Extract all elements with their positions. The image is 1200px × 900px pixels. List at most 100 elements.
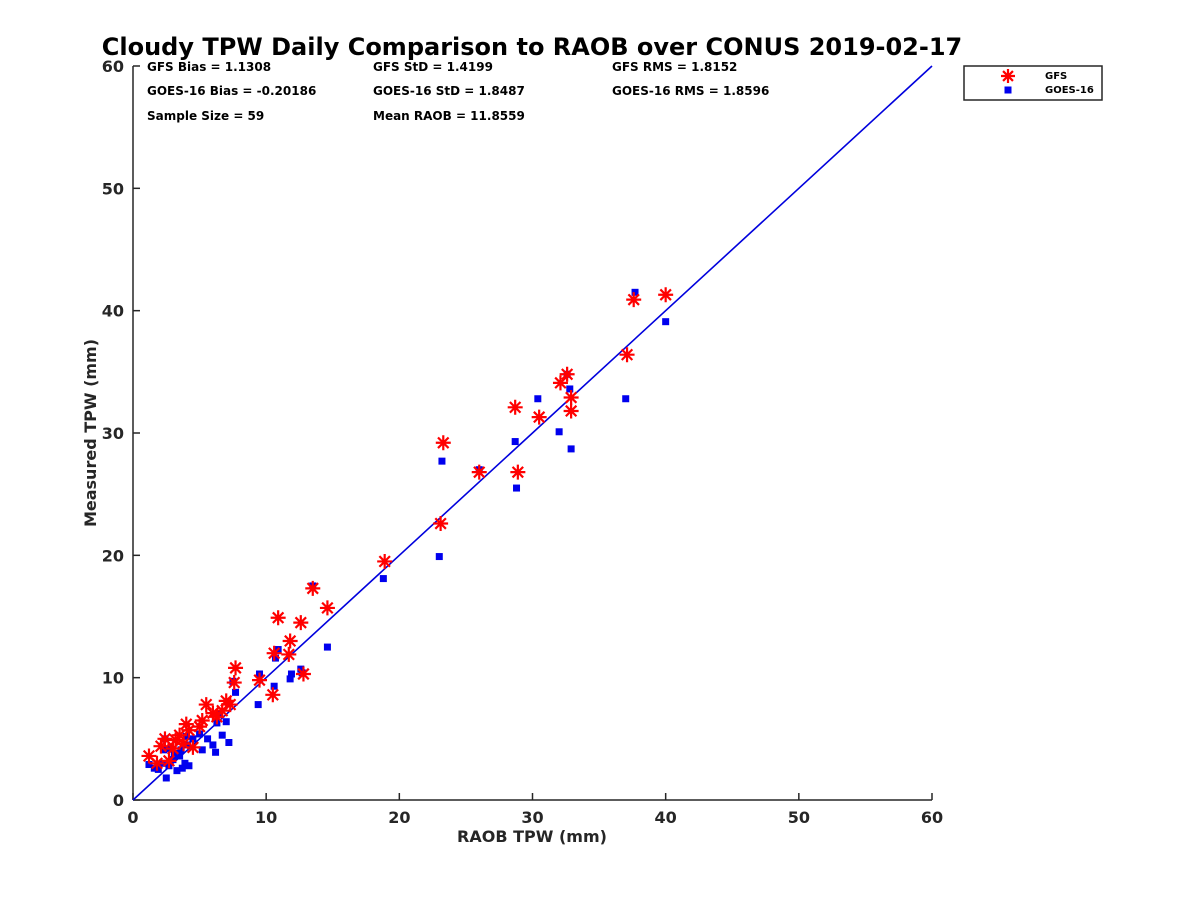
goes16-point xyxy=(438,457,446,465)
goes16-point xyxy=(631,288,639,296)
goes16-point xyxy=(511,438,519,446)
legend-goes-marker xyxy=(1004,86,1012,94)
gfs-point xyxy=(507,399,523,415)
gfs-point xyxy=(293,615,309,631)
legend-gfs-label: GFS xyxy=(1045,71,1067,82)
legend-box xyxy=(963,65,1103,101)
legend: GFS GOES-16 xyxy=(963,65,1103,101)
gfs-point xyxy=(626,292,642,308)
gfs-point xyxy=(433,516,449,532)
goes16-point xyxy=(145,761,153,769)
goes16-point xyxy=(185,762,193,770)
stat-gfs-rms: GFS RMS = 1.8152 xyxy=(612,60,737,74)
goes16-point xyxy=(323,643,331,651)
gfs-point xyxy=(214,703,230,719)
gfs-point xyxy=(226,675,242,691)
one-to-one-line xyxy=(132,65,933,801)
gfs-point xyxy=(252,672,268,688)
y-tick-label: 50 xyxy=(102,179,124,198)
legend-goes-square xyxy=(1004,86,1012,94)
goes16-point xyxy=(209,741,217,749)
goes16-point xyxy=(232,688,240,696)
gfs-point xyxy=(619,347,635,363)
gfs-point xyxy=(194,712,210,728)
plot-area: 0 10 20 30 40 50 60 0 10 20 30 40 50 60 xyxy=(102,57,943,827)
goes16-point xyxy=(218,731,226,739)
stat-mean-raob: Mean RAOB = 11.8559 xyxy=(373,109,525,123)
chart-title: Cloudy TPW Daily Comparison to RAOB over… xyxy=(102,33,962,61)
y-tick-label: 40 xyxy=(102,302,124,321)
gfs-point xyxy=(295,666,311,682)
goes16-point xyxy=(212,748,220,756)
stat-sample-size: Sample Size = 59 xyxy=(147,109,264,123)
goes16-point xyxy=(173,767,181,775)
y-axis-label: Measured TPW (mm) xyxy=(81,339,100,527)
gfs-point xyxy=(141,748,157,764)
goes16-point xyxy=(154,765,162,773)
x-tick-label: 0 xyxy=(127,808,138,827)
gfs-point xyxy=(281,646,297,662)
goes16-point xyxy=(204,735,212,743)
stat-gfs-bias: GFS Bias = 1.1308 xyxy=(147,60,271,74)
x-tick-label: 20 xyxy=(388,808,410,827)
stat-goes-std: GOES-16 StD = 1.8487 xyxy=(373,84,525,98)
goes16-point xyxy=(534,395,542,403)
gfs-point xyxy=(552,375,568,391)
gfs-point xyxy=(305,580,321,596)
goes16-point xyxy=(622,395,630,403)
gfs-point xyxy=(531,409,547,425)
y-tick-label: 20 xyxy=(102,546,124,565)
gfs-point xyxy=(319,600,335,616)
goes16-point xyxy=(566,385,574,393)
gfs-point xyxy=(222,697,238,713)
goes16-point xyxy=(181,759,189,767)
gfs-point xyxy=(172,727,188,743)
gfs-point xyxy=(153,738,169,754)
legend-gfs-marker xyxy=(1001,69,1015,83)
goes16-point xyxy=(379,575,387,583)
goes16-point xyxy=(513,484,521,492)
stat-goes-bias: GOES-16 Bias = -0.20186 xyxy=(147,84,316,98)
goes16-point xyxy=(182,732,190,740)
goes16-point xyxy=(222,718,230,726)
goes16-point xyxy=(662,318,670,326)
stats-block: GFS Bias = 1.1308 GFS StD = 1.4199 GFS R… xyxy=(147,60,769,123)
gfs-point xyxy=(510,464,526,480)
goes16-point xyxy=(176,752,184,760)
goes16-point xyxy=(286,675,294,683)
gfs-point xyxy=(559,366,575,382)
goes16-point xyxy=(287,670,295,678)
legend-goes-label: GOES-16 xyxy=(1045,85,1094,96)
goes16-point xyxy=(271,654,279,662)
gfs-point xyxy=(282,633,298,649)
y-tick-label: 60 xyxy=(102,57,124,76)
series-gfs xyxy=(141,287,674,771)
goes16-point xyxy=(162,774,170,782)
goes16-point xyxy=(170,750,178,758)
x-tick-label: 30 xyxy=(521,808,543,827)
gfs-point xyxy=(435,435,451,451)
goes16-point xyxy=(177,746,185,754)
y-tick-label: 10 xyxy=(102,669,124,688)
gfs-point xyxy=(265,687,281,703)
y-tick-label: 0 xyxy=(113,791,124,810)
x-tick-label: 10 xyxy=(255,808,277,827)
gfs-point xyxy=(228,660,244,676)
gfs-point xyxy=(149,755,165,771)
gfs-point xyxy=(658,287,674,303)
goes16-point xyxy=(189,735,197,743)
goes16-point xyxy=(254,701,262,709)
goes16-point xyxy=(198,746,206,754)
goes16-point xyxy=(169,756,177,764)
goes16-point xyxy=(555,428,563,436)
gfs-point xyxy=(377,553,393,569)
gfs-point xyxy=(563,390,579,406)
goes16-point xyxy=(297,665,305,673)
gfs-point xyxy=(471,464,487,480)
goes16-point xyxy=(270,682,278,690)
gfs-point xyxy=(563,403,579,419)
gfs-point xyxy=(178,716,194,732)
gfs-point xyxy=(176,736,192,752)
gfs-point xyxy=(192,719,208,735)
